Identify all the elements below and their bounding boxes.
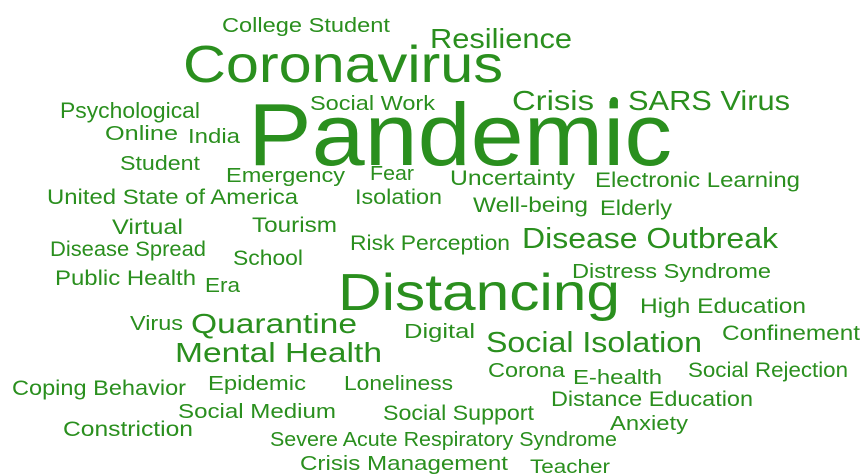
word: Virus (130, 313, 183, 335)
word: Social Work (310, 93, 436, 115)
word: Well-being (473, 194, 588, 217)
word: Resilience (430, 23, 572, 54)
word: Student (120, 153, 201, 175)
word: Distance Education (551, 388, 753, 411)
word: Isolation (355, 186, 442, 209)
word: Constriction (63, 418, 193, 441)
word: Disease Outbreak (522, 223, 779, 255)
word: College Student (222, 15, 391, 37)
word: Social Rejection (688, 359, 848, 382)
word: Social Support (383, 402, 534, 425)
word: Risk Perception (350, 232, 510, 255)
word: Virtual (112, 216, 183, 239)
word: Digital (404, 321, 475, 343)
word: Quarantine (191, 308, 357, 339)
word: Online (105, 123, 178, 145)
word: Social Isolation (486, 327, 702, 359)
word: Disease Spread (50, 238, 206, 261)
word: Distancing (338, 264, 620, 322)
word: Coronavirus (183, 36, 503, 94)
word: Pandemic (248, 85, 672, 184)
word: United State of America (47, 186, 298, 209)
word: Electronic Learning (595, 169, 800, 192)
word: Loneliness (344, 373, 453, 395)
word: Corona (488, 360, 566, 382)
word: Anxiety (610, 413, 688, 435)
word: Psychological (60, 98, 200, 123)
word: Confinement (722, 322, 860, 345)
word: SARS Virus (628, 85, 790, 116)
word: Social Medium (178, 401, 336, 423)
word: Era (205, 275, 241, 297)
word: Teacher (530, 457, 611, 475)
word: India (188, 126, 241, 148)
word: High Education (640, 295, 806, 318)
word: Uncertainty (450, 167, 576, 190)
word: Coping Behavior (12, 377, 186, 400)
word: E-health (573, 367, 662, 389)
word: Fear (370, 163, 414, 185)
word: Public Health (55, 267, 196, 290)
word: Elderly (600, 197, 673, 220)
word: Severe Acute Respiratory Syndrome (270, 429, 617, 451)
word: Tourism (252, 214, 337, 237)
word: Crisis Management (300, 453, 509, 475)
word: Epidemic (208, 373, 306, 395)
word: Mental Health (175, 337, 382, 368)
word: Emergency (226, 165, 345, 187)
word: School (233, 247, 303, 270)
word: Crisis (512, 85, 594, 116)
word: Distress Syndrome (572, 261, 771, 283)
bullet-dot (610, 97, 618, 105)
